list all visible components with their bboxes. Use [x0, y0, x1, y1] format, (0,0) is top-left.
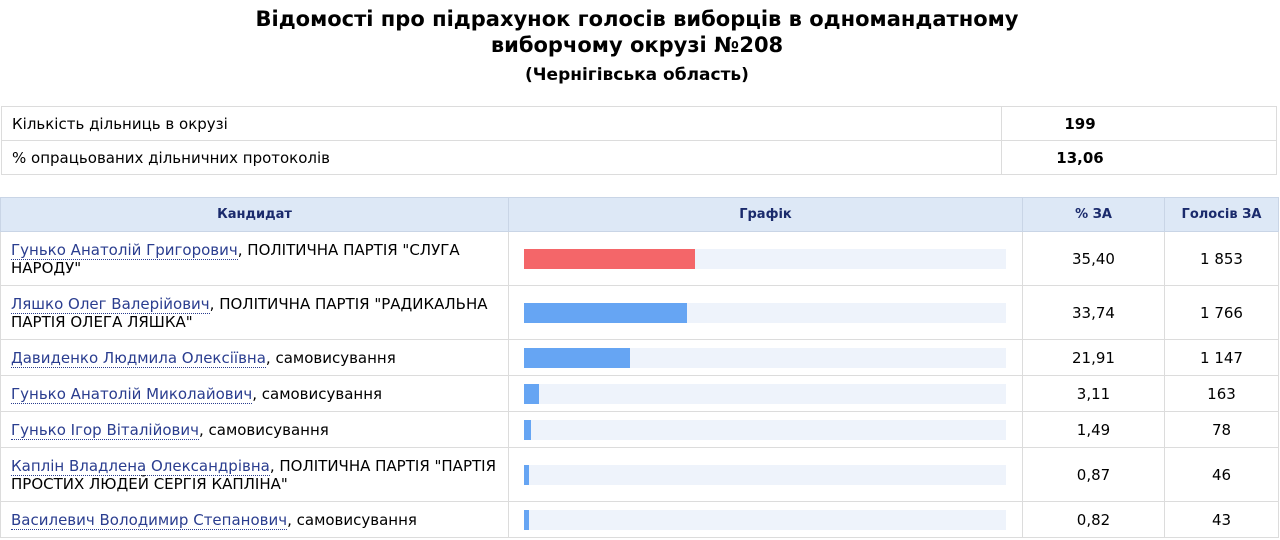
- votes-cell: 78: [1164, 411, 1279, 448]
- candidate-name-link[interactable]: Василевич Володимир Степанович: [11, 510, 288, 530]
- percent-cell: 0,87: [1022, 447, 1165, 502]
- vote-share-bar: [524, 248, 695, 269]
- percent-cell: 33,74: [1022, 285, 1165, 340]
- bar-track: [524, 248, 1006, 269]
- table-row: Давиденко Людмила Олексіївна, самовисува…: [0, 339, 1279, 376]
- table-row: Гунько Анатолій Миколайович, самовисуван…: [0, 375, 1279, 412]
- table-row: Гунько Анатолій Григорович, ПОЛІТИЧНА ПА…: [0, 231, 1279, 286]
- candidate-affiliation: , ПОЛІТИЧНА ПАРТІЯ "ПАРТІЯ ПРОСТИХ ЛЮДЕЙ…: [11, 456, 497, 493]
- vote-share-bar: [524, 347, 630, 368]
- vote-share-bar: [524, 383, 539, 404]
- candidate-name-link[interactable]: Ляшко Олег Валерійович: [11, 294, 210, 314]
- table-row: Гунько Ігор Віталійович, самовисування 1,…: [0, 411, 1279, 448]
- bar-track: [524, 419, 1006, 440]
- percent-cell: 1,49: [1022, 411, 1165, 448]
- chart-cell: [508, 447, 1023, 502]
- votes-cell: 1 853: [1164, 231, 1279, 286]
- votes-cell: 43: [1164, 501, 1279, 538]
- bar-track: [524, 347, 1006, 368]
- candidate-cell: Василевич Володимир Степанович, самовису…: [0, 501, 509, 538]
- summary-row: Кількість дільниць в окрузі 199: [1, 106, 1277, 141]
- column-header-percent[interactable]: % ЗА: [1022, 197, 1165, 232]
- votes-cell: 1 766: [1164, 285, 1279, 340]
- candidate-affiliation: , ПОЛІТИЧНА ПАРТІЯ "СЛУГА НАРОДУ": [11, 240, 460, 277]
- chart-cell: [508, 501, 1023, 538]
- bar-track: [524, 509, 1006, 530]
- vote-share-bar: [524, 509, 529, 530]
- table-row: Каплін Владлена Олександрівна, ПОЛІТИЧНА…: [0, 447, 1279, 502]
- column-header-candidate[interactable]: Кандидат: [0, 197, 509, 232]
- summary-value: 13,06: [1001, 140, 1277, 175]
- summary-table: Кількість дільниць в окрузі 199 % опраць…: [1, 106, 1277, 175]
- bar-track: [524, 383, 1006, 404]
- candidate-cell: Гунько Ігор Віталійович, самовисування: [0, 411, 509, 448]
- candidate-name-link[interactable]: Гунько Анатолій Григорович: [11, 240, 238, 260]
- page-title-line2: виборчому окрузі №208: [490, 33, 784, 57]
- chart-cell: [508, 285, 1023, 340]
- table-row: Ляшко Олег Валерійович, ПОЛІТИЧНА ПАРТІЯ…: [0, 285, 1279, 340]
- page-subtitle: (Чернігівська область): [525, 65, 749, 85]
- candidate-cell: Каплін Владлена Олександрівна, ПОЛІТИЧНА…: [0, 447, 509, 502]
- chart-cell: [508, 231, 1023, 286]
- summary-label: % опрацьованих дільничних протоколів: [1, 140, 1002, 175]
- candidate-name-link[interactable]: Каплін Владлена Олександрівна: [11, 456, 270, 476]
- candidate-name-link[interactable]: Гунько Анатолій Миколайович: [11, 384, 253, 404]
- candidate-cell: Гунько Анатолій Миколайович, самовисуван…: [0, 375, 509, 412]
- candidate-affiliation: , самовисування: [198, 420, 329, 439]
- bar-track: [524, 464, 1006, 485]
- summary-row: % опрацьованих дільничних протоколів 13,…: [1, 140, 1277, 175]
- results-table: Кандидат Графік % ЗА Голосів ЗА Гунько А…: [0, 197, 1279, 538]
- candidate-name-link[interactable]: Гунько Ігор Віталійович: [11, 420, 199, 440]
- votes-cell: 163: [1164, 375, 1279, 412]
- bar-track: [524, 302, 1006, 323]
- votes-cell: 1 147: [1164, 339, 1279, 376]
- page-title-line1: Відомості про підрахунок голосів виборці…: [255, 7, 1019, 31]
- vote-share-bar: [524, 419, 531, 440]
- candidate-affiliation: , ПОЛІТИЧНА ПАРТІЯ "РАДИКАЛЬНА ПАРТІЯ ОЛ…: [11, 294, 488, 331]
- votes-cell: 46: [1164, 447, 1279, 502]
- candidate-affiliation: , самовисування: [265, 348, 396, 367]
- results-header-row: Кандидат Графік % ЗА Голосів ЗА: [0, 197, 1279, 232]
- vote-share-bar: [524, 302, 687, 323]
- percent-cell: 35,40: [1022, 231, 1165, 286]
- chart-cell: [508, 339, 1023, 376]
- column-header-chart[interactable]: Графік: [508, 197, 1023, 232]
- page-title: Відомості про підрахунок голосів виборці…: [0, 6, 1274, 58]
- candidate-cell: Гунько Анатолій Григорович, ПОЛІТИЧНА ПА…: [0, 231, 509, 286]
- percent-cell: 3,11: [1022, 375, 1165, 412]
- table-row: Василевич Володимир Степанович, самовису…: [0, 501, 1279, 538]
- vote-share-bar: [524, 464, 529, 485]
- chart-cell: [508, 411, 1023, 448]
- candidate-name-link[interactable]: Давиденко Людмила Олексіївна: [11, 348, 266, 368]
- column-header-votes[interactable]: Голосів ЗА: [1164, 197, 1279, 232]
- candidate-cell: Ляшко Олег Валерійович, ПОЛІТИЧНА ПАРТІЯ…: [0, 285, 509, 340]
- summary-label: Кількість дільниць в окрузі: [1, 106, 1002, 141]
- candidate-cell: Давиденко Людмила Олексіївна, самовисува…: [0, 339, 509, 376]
- chart-cell: [508, 375, 1023, 412]
- candidate-affiliation: , самовисування: [252, 384, 383, 403]
- percent-cell: 21,91: [1022, 339, 1165, 376]
- candidate-affiliation: , самовисування: [287, 510, 417, 529]
- summary-value: 199: [1001, 106, 1277, 141]
- percent-cell: 0,82: [1022, 501, 1165, 538]
